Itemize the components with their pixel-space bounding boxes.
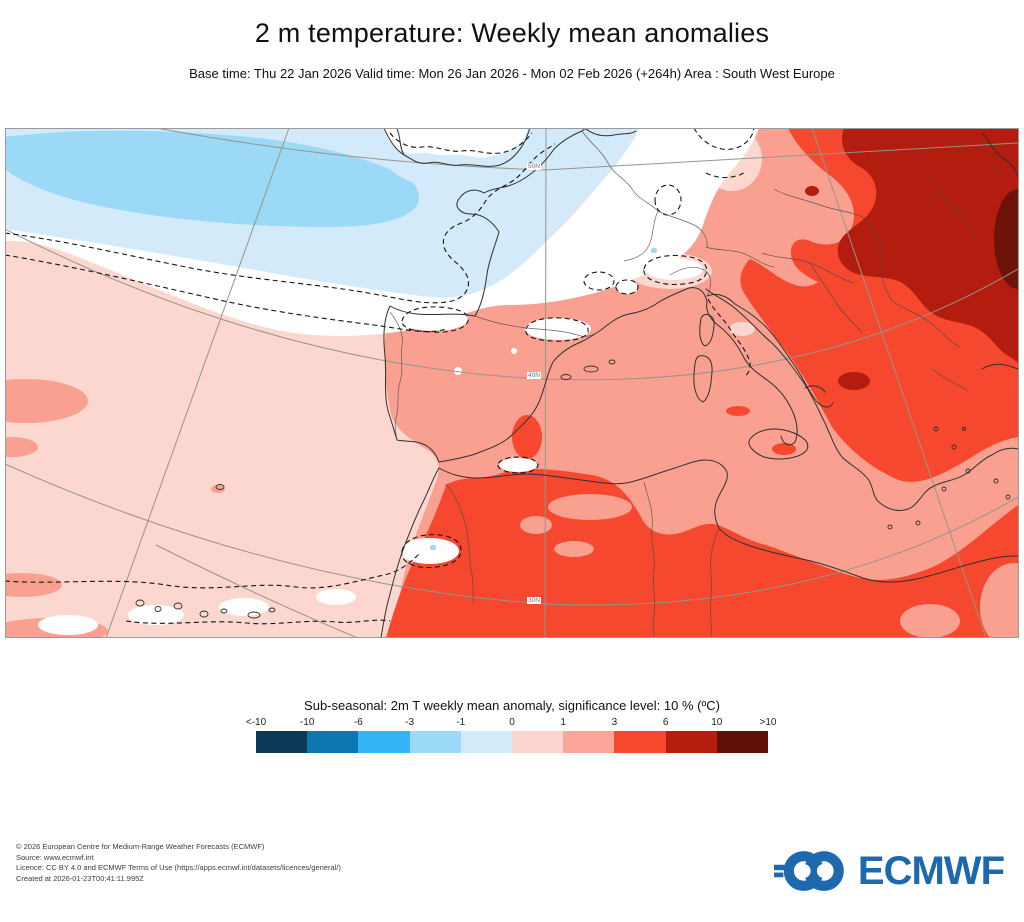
legend-color-cell [358,731,410,753]
copyright-line: © 2026 European Centre for Medium-Range … [16,842,265,851]
legend-color-cell [307,731,359,753]
color-legend: Sub-seasonal: 2m T weekly mean anomaly, … [0,698,1024,753]
latitude-label-50n: 50N [527,163,541,170]
legend-color-cell [256,731,308,753]
legend-tick-label: -1 [456,717,466,728]
country-borders [389,130,979,637]
licence-line: Licence: CC BY 4.0 and ECMWF Terms of Us… [16,863,341,872]
latitude-label-30n: 30N [527,597,541,604]
created-at-line: Created at 2026-01-23T00:41:11.995Z [16,873,144,883]
legend-tick-label: -10 [299,717,315,728]
latitude-label-40n: 40N [527,372,541,379]
anomaly-map-canvas [6,129,1018,637]
base-valid-time-subtitle: Base time: Thu 22 Jan 2026 Valid time: M… [189,66,835,81]
legend-color-cell [614,731,666,753]
legend-color-cell [716,731,769,753]
source-line: Source: www.ecmwf.int [16,852,94,862]
island-outlines [135,359,1011,619]
legend-color-bar [256,731,769,753]
legend-color-cell [512,731,564,753]
significance-contours [6,129,755,625]
anomaly-map: 50N 40N 30N [5,128,1019,638]
zero-anomaly-regions [6,129,759,635]
legend-tick-label: <-10 [245,717,267,728]
warm-holes-in-hot-region [520,494,1018,637]
extreme-anomaly-regions [805,129,1018,390]
coastlines [380,129,1018,637]
legend-title: Sub-seasonal: 2m T weekly mean anomaly, … [304,698,720,713]
ecmwf-logo-mark [773,851,844,891]
legend-tick-label: 0 [509,717,515,728]
attribution-block: © 2026 European Centre for Medium-Range … [16,842,341,884]
legend-tick-label: 6 [662,717,669,728]
legend-tick-label: -6 [353,717,363,728]
legend-tick-label: 3 [611,717,618,728]
legend-color-cell [563,731,615,753]
page-title: 2 m temperature: Weekly mean anomalies [254,18,770,48]
legend-color-cell [665,731,717,753]
legend-color-cell [409,731,461,753]
legend-tick-row: <-10 -10 -6 -3 -1 0 1 3 6 10 >10 [246,717,777,729]
legend-tick-label: 1 [560,717,566,728]
legend-color-cell [460,731,513,753]
legend-tick-label: -3 [405,717,415,728]
legend-tick-label: >10 [759,717,777,728]
ecmwf-logo-text: ECMWF [857,848,1005,893]
legend-tick-label: 10 [711,717,723,728]
ecmwf-logo: ECMWF [773,846,1005,896]
